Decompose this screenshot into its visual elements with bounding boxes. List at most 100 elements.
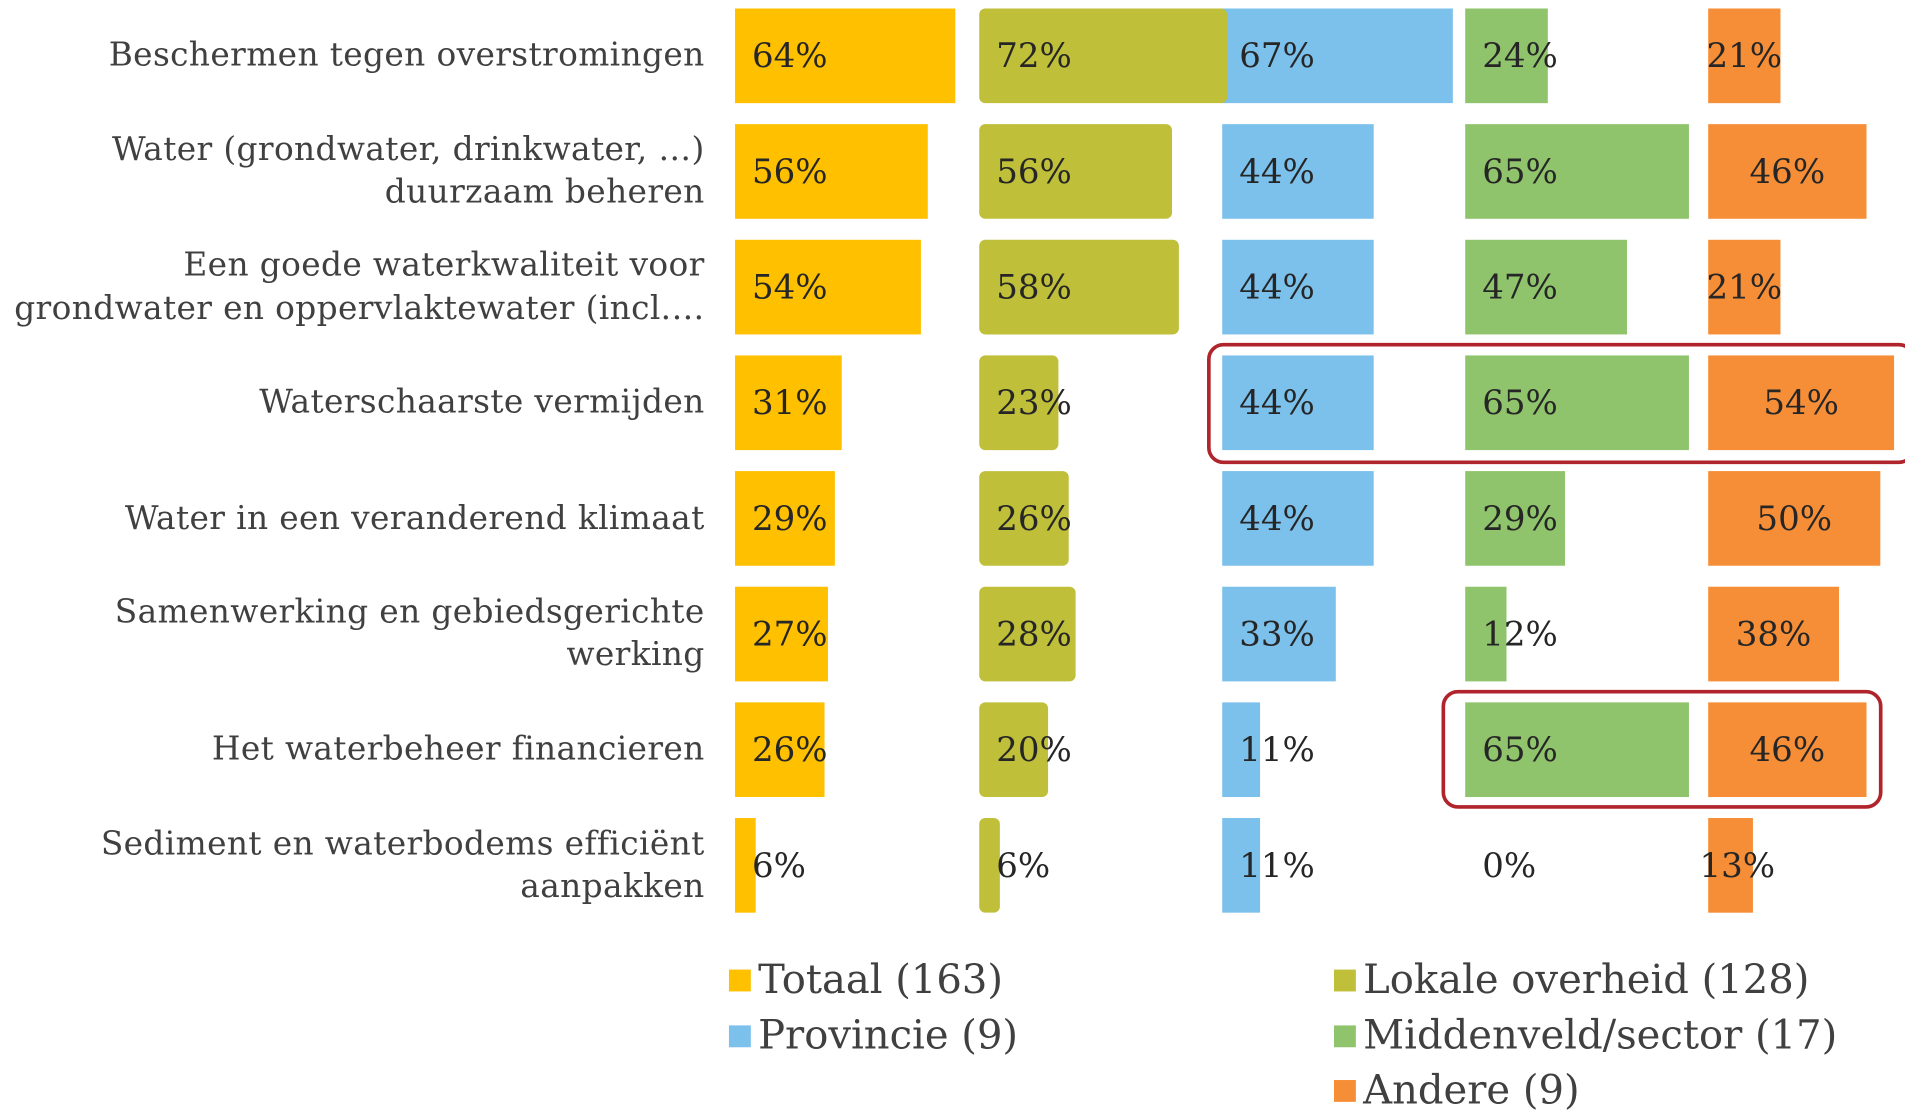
bar (735, 355, 842, 451)
bar (979, 355, 1059, 451)
bar (1708, 239, 1781, 335)
category-label-box: Beschermen tegen overstromingen (108, 36, 705, 75)
bar (735, 818, 756, 913)
data-label: 21% (1707, 268, 1783, 308)
bar (979, 586, 1076, 682)
data-label: 26% (996, 499, 1072, 539)
bar (1222, 818, 1261, 913)
highlight-box (1207, 342, 1905, 465)
data-label: 26% (752, 730, 828, 770)
bar (1465, 8, 1548, 104)
data-label: 11% (1239, 730, 1315, 770)
legend-label: Andere (9) (1362, 1067, 1579, 1113)
category-label-box: Samenwerking en gebiedsgerichte werking (114, 593, 705, 675)
bar (979, 702, 1049, 798)
data-label: 54% (1763, 383, 1839, 423)
legend-swatch (1333, 1025, 1356, 1048)
data-label: 28% (996, 614, 1072, 654)
bar (1465, 355, 1689, 451)
data-label: 31% (752, 383, 828, 423)
bar (1708, 818, 1753, 913)
bar (735, 586, 828, 682)
data-label: 23% (996, 383, 1072, 423)
bar (1222, 239, 1374, 335)
category-label: Een goede waterkwaliteit voor grondwater… (14, 246, 705, 328)
data-label: 6% (752, 846, 806, 886)
category-label: Het waterbeheer financieren (211, 730, 705, 769)
bar (979, 8, 1228, 104)
data-label: 44% (1239, 383, 1315, 423)
category-label-box: Sediment en waterbodems efficiënt aanpak… (100, 825, 705, 906)
data-label: 47% (1482, 268, 1558, 308)
data-label: 44% (1239, 152, 1315, 192)
bar (1465, 702, 1689, 798)
data-label: 11% (1239, 846, 1315, 886)
bar (735, 8, 956, 104)
bar (735, 471, 835, 566)
data-label: 65% (1482, 383, 1558, 423)
category-label: Beschermen tegen overstromingen (108, 36, 705, 75)
bar (1708, 8, 1781, 104)
bar (1465, 586, 1507, 682)
category-label-box: Een goede waterkwaliteit voor grondwater… (14, 246, 705, 328)
data-label: 67% (1239, 36, 1315, 76)
bar (979, 471, 1069, 566)
data-label: 6% (996, 846, 1050, 886)
category-label-box: Water in een veranderend klimaat (124, 499, 705, 538)
category-label-box: Het waterbeheer financieren (211, 730, 705, 769)
data-label: 20% (996, 730, 1072, 770)
legend-label: Provincie (9) (758, 1013, 1018, 1059)
bar (1708, 471, 1881, 566)
bar (1708, 702, 1867, 798)
legend-label: Middenveld/sector (17) (1363, 1013, 1837, 1059)
bar (1222, 702, 1261, 798)
legend-swatch (1333, 969, 1356, 992)
data-label: 54% (752, 268, 828, 308)
bar (1708, 586, 1839, 682)
data-label: 0% (1482, 846, 1536, 886)
category-label: Waterschaarste vermijden (259, 383, 705, 422)
data-label: 44% (1239, 499, 1315, 539)
data-label: 56% (752, 152, 828, 192)
data-label: 29% (1482, 499, 1558, 539)
category-label-box: Waterschaarste vermijden (259, 383, 705, 422)
category-label: Samenwerking en gebiedsgerichte werking (114, 593, 705, 675)
data-label: 38% (1736, 614, 1812, 654)
bar (1465, 471, 1566, 566)
bar (1708, 124, 1867, 219)
data-label: 21% (1707, 36, 1783, 76)
data-label: 50% (1756, 499, 1832, 539)
data-label: 24% (1482, 36, 1558, 76)
bar (979, 239, 1179, 335)
bar (1708, 355, 1895, 451)
category-label: Water (grondwater, drinkwater, …) duurza… (112, 131, 705, 212)
data-label: 29% (752, 499, 828, 539)
legend-swatch (728, 1025, 751, 1048)
data-label: 46% (1750, 152, 1826, 192)
data-label: 13% (1700, 846, 1776, 886)
bar (979, 818, 1000, 913)
data-label: 64% (752, 36, 828, 76)
category-label-box: Water (grondwater, drinkwater, …) duurza… (112, 131, 705, 212)
highlight-box (1441, 689, 1883, 809)
legend-label: Lokale overheid (128) (1363, 957, 1809, 1003)
legend-swatch (728, 969, 751, 992)
bar (1465, 124, 1689, 219)
bar (735, 124, 928, 219)
bar (1222, 471, 1374, 566)
bar (1222, 586, 1336, 682)
bar (979, 124, 1172, 219)
bar (735, 239, 921, 335)
data-label: 46% (1750, 730, 1826, 770)
category-label: Sediment en waterbodems efficiënt aanpak… (100, 825, 705, 906)
bar (1222, 8, 1453, 104)
data-label: 65% (1482, 730, 1558, 770)
bar (1222, 355, 1374, 451)
bar (1222, 124, 1374, 219)
data-label: 58% (996, 268, 1072, 308)
data-label: 65% (1482, 152, 1558, 192)
category-label: Water in een veranderend klimaat (124, 499, 705, 538)
data-label: 33% (1239, 614, 1315, 654)
